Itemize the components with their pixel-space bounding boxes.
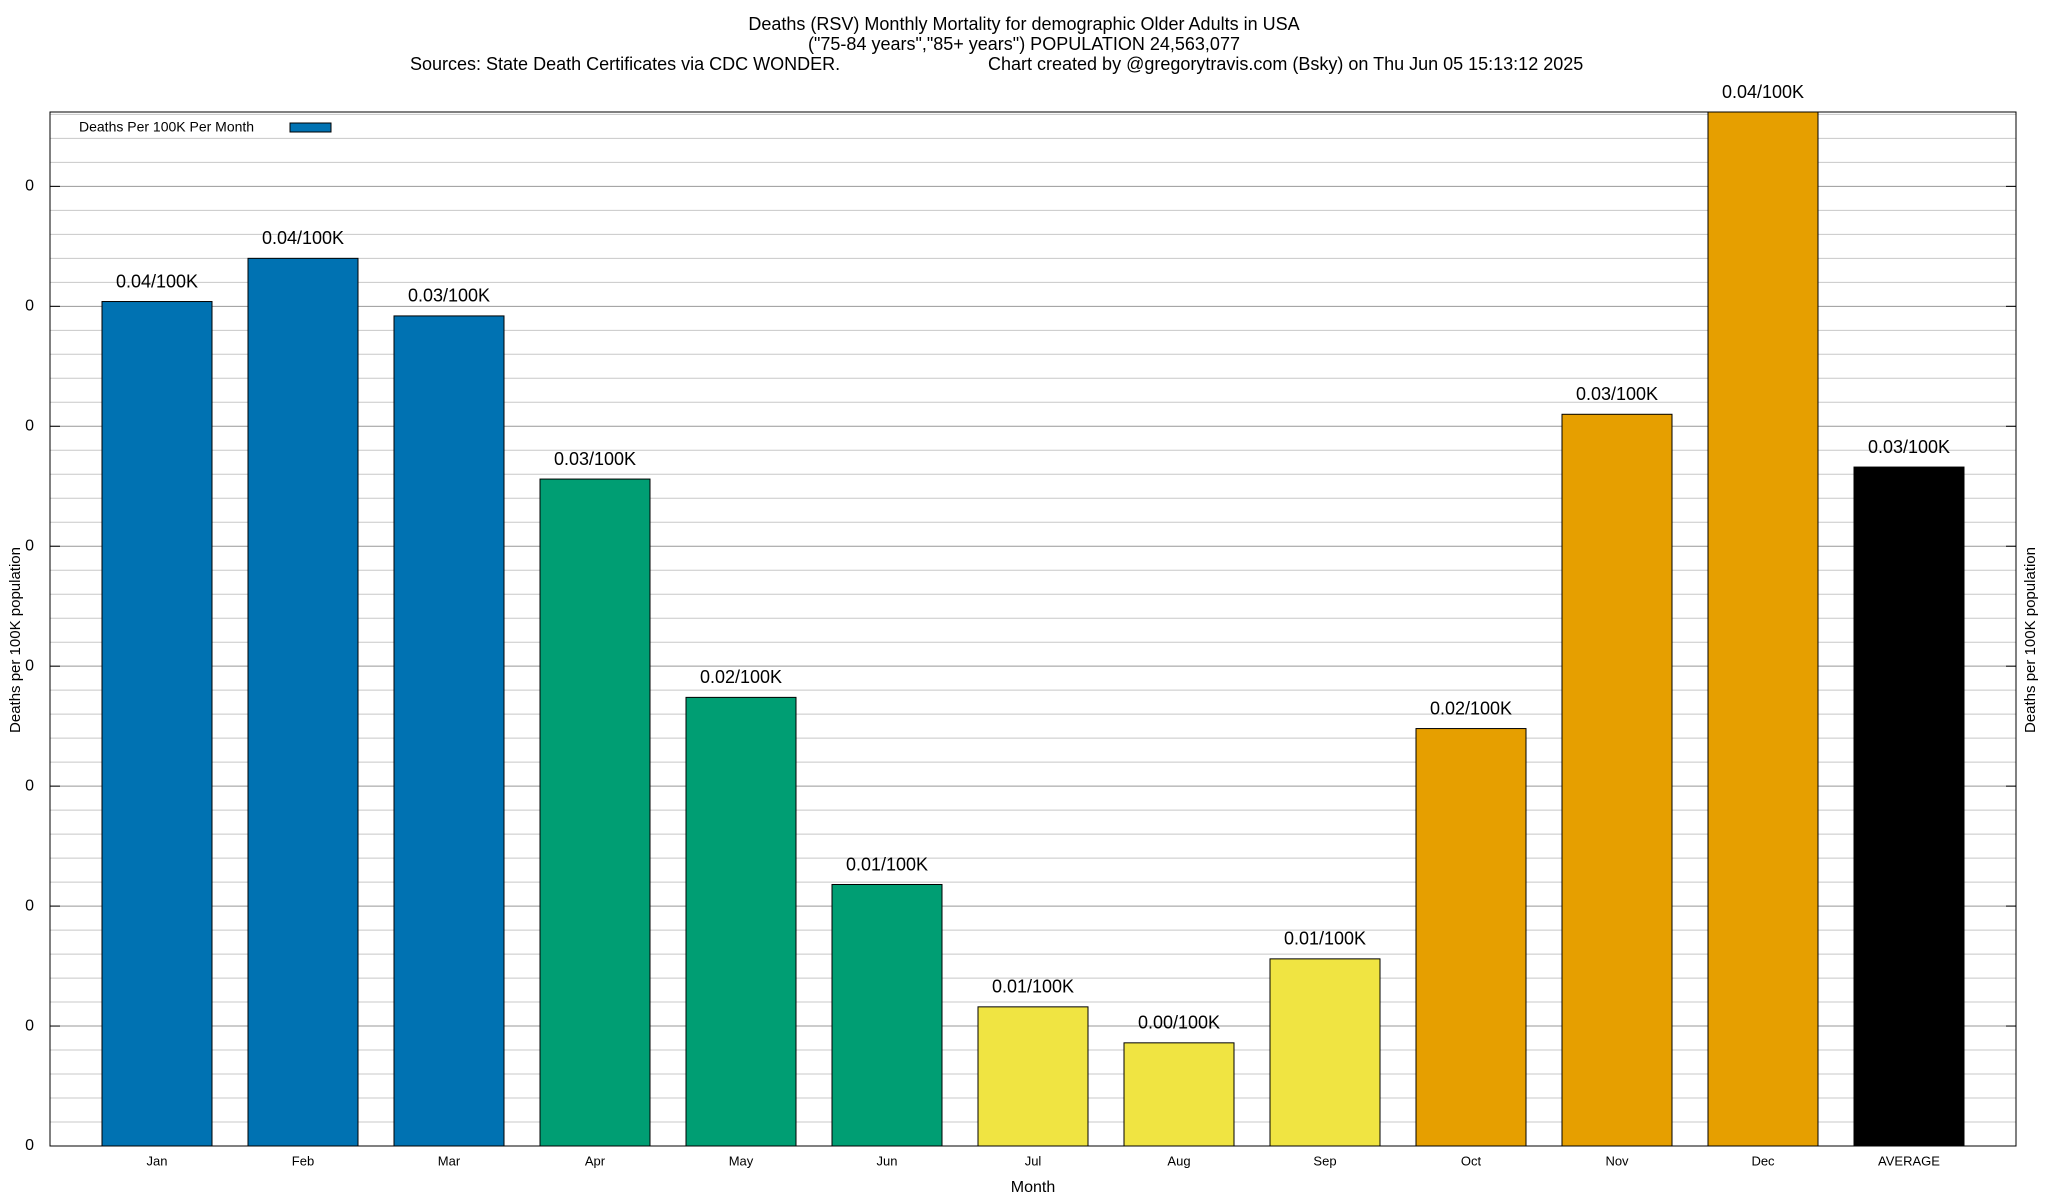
value-label: 0.04/100K [262,228,344,248]
x-tick-label: Dec [1751,1153,1775,1168]
x-tick-label: May [729,1153,754,1168]
value-label: 0.03/100K [408,286,490,306]
x-tick-label: Aug [1167,1153,1190,1168]
x-tick-label: AVERAGE [1878,1153,1940,1168]
bar [1123,1042,1235,1147]
y2-axis-label: Deaths per 100K population [2022,547,2039,733]
bar [977,1006,1089,1147]
y-tick-label: 0 [25,178,34,195]
legend-swatch [289,122,332,133]
x-tick-label: Nov [1605,1153,1629,1168]
bar [393,315,505,1147]
bar [831,884,943,1147]
value-label: 0.02/100K [1430,698,1512,718]
bar [247,257,359,1147]
y-tick-label: 0 [25,417,34,434]
x-tick-label: Oct [1461,1153,1482,1168]
y-tick-label: 0 [25,657,34,674]
bar [1269,958,1381,1147]
value-label: 0.04/100K [1722,82,1804,102]
value-label: 0.03/100K [554,449,636,469]
x-tick-label: Sep [1313,1153,1336,1168]
value-label: 0.01/100K [1284,929,1366,949]
legend-label: Deaths Per 100K Per Month [79,119,254,135]
value-label: 0.02/100K [700,667,782,687]
x-tick-label: Jun [877,1153,898,1168]
value-label: 0.00/100K [1138,1013,1220,1033]
y-tick-label: 0 [25,537,34,554]
value-label: 0.03/100K [1576,384,1658,404]
bar [1415,728,1527,1147]
y-tick-label: 0 [25,777,34,794]
y-tick-label: 0 [25,298,34,315]
chart-subtitle: ("75-84 years","85+ years") POPULATION 2… [808,34,1240,54]
value-label: 0.04/100K [116,271,198,291]
x-tick-label: Jul [1025,1153,1042,1168]
value-label: 0.01/100K [846,854,928,874]
bar [1853,466,1965,1147]
source: Sources: State Death Certificates via CD… [410,54,840,74]
x-tick-label: Apr [585,1153,606,1168]
y-tick-label: 0 [25,897,34,914]
value-label: 0.03/100K [1868,437,1950,457]
y-axis-label: Deaths per 100K population [7,547,24,733]
bar [1707,111,1819,1147]
chart-title: Deaths (RSV) Monthly Mortality for demog… [748,14,1299,34]
bar [685,696,797,1147]
credit: Chart created by @gregorytravis.com (Bsk… [988,54,1583,74]
x-tick-label: Mar [438,1153,461,1168]
bar [539,478,651,1147]
value-label: 0.01/100K [992,977,1074,997]
y-tick-label: 0 [25,1137,34,1154]
x-tick-label: Feb [292,1153,314,1168]
x-axis-label: Month [1011,1179,1055,1196]
y-tick-label: 0 [25,1017,34,1034]
x-tick-label: Jan [147,1153,168,1168]
bar [101,301,213,1147]
bar [1561,413,1673,1147]
